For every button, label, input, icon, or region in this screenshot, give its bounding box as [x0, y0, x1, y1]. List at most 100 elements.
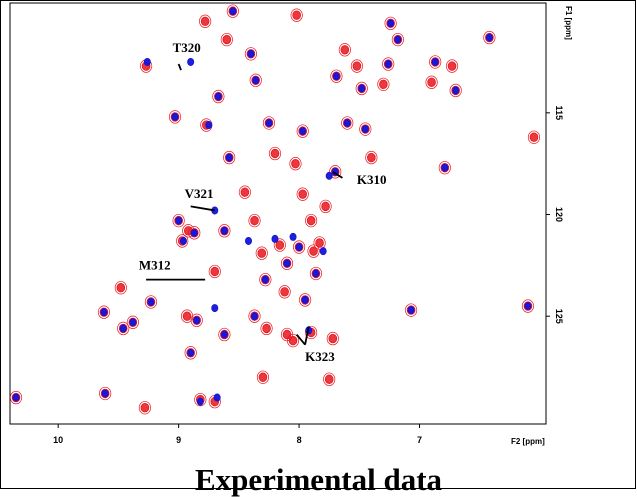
annotation-label: M312 — [139, 257, 171, 272]
red-peak — [138, 401, 151, 415]
blue-peak — [343, 118, 351, 127]
annotation-layer: T320 V321 K310 M312 K323 — [139, 40, 387, 364]
annotation-leader — [190, 205, 215, 212]
blue-peak — [119, 324, 127, 333]
y-tick-label: 120 — [554, 207, 564, 222]
blue-peak — [283, 259, 291, 268]
blue-peak — [229, 7, 237, 16]
blue-peak — [265, 118, 273, 127]
red-peak — [268, 146, 282, 161]
blue-peak — [261, 275, 269, 284]
blue-peak — [190, 228, 198, 237]
x-tick-label: 10 — [53, 435, 63, 445]
blue-peak — [299, 127, 307, 136]
annotation-label: K323 — [305, 349, 335, 364]
blue-peak — [101, 389, 109, 398]
blue-peak — [220, 330, 228, 339]
blue-peak — [143, 57, 151, 66]
red-peak — [290, 8, 303, 22]
x-tick-label: 8 — [297, 435, 302, 445]
blue-peak — [325, 171, 333, 180]
red-peak — [445, 59, 459, 73]
blue-peak — [175, 216, 183, 225]
blue-peak — [251, 312, 259, 321]
blue-peak — [205, 121, 213, 130]
blue-peak — [384, 60, 392, 69]
red-peak — [278, 285, 291, 299]
blue-peak — [187, 57, 195, 66]
blue-peak — [100, 308, 108, 317]
y-axis-label: F1 [ppm] — [564, 6, 573, 40]
blue-peak — [441, 163, 449, 172]
blue-peak — [225, 153, 233, 162]
red-peak — [377, 77, 390, 92]
red-peak — [338, 43, 351, 57]
blue-peak — [524, 302, 532, 311]
annotation-label: V321 — [185, 186, 214, 201]
peak-annotation-m312: M312 — [139, 257, 206, 281]
peak-annotation-t320: T320 — [173, 40, 201, 71]
y-axis: 115 120 125 — [546, 106, 564, 324]
x-axis: 10 9 8 7 — [53, 424, 422, 445]
red-peak — [527, 130, 541, 144]
blue-peak — [301, 295, 309, 304]
annotation-leader — [332, 171, 343, 179]
red-peak — [350, 59, 363, 73]
blue-peak — [214, 92, 222, 101]
peak-annotation-k323: K323 — [295, 326, 335, 364]
red-peak — [296, 187, 309, 201]
peak-annotation-k310: K310 — [332, 171, 387, 187]
red-peak — [220, 32, 233, 47]
blue-peak — [247, 49, 255, 58]
annotation-leader — [177, 63, 182, 71]
blue-peak — [129, 318, 137, 327]
annotation-leader — [295, 333, 306, 346]
y-tick-label: 125 — [554, 309, 564, 324]
red-peak — [208, 264, 221, 279]
figure-caption: Experimental data — [194, 462, 443, 497]
red-peak — [305, 213, 318, 228]
red-peak — [425, 75, 438, 89]
red-peak — [287, 333, 300, 348]
blue-peak — [12, 393, 20, 402]
red-peak — [255, 246, 268, 260]
peak-layer — [9, 4, 541, 415]
red-peak — [307, 244, 320, 258]
annotation-leader — [304, 326, 310, 345]
red-peak — [256, 370, 269, 384]
blue-peak — [271, 234, 279, 243]
blue-peak — [252, 76, 260, 85]
blue-peak — [358, 84, 366, 93]
blue-peak — [452, 86, 460, 95]
y-tick-label: 115 — [554, 106, 564, 121]
blue-peak — [394, 35, 402, 44]
x-tick-label: 7 — [417, 435, 422, 445]
plot-area — [9, 2, 547, 425]
x-axis-label: F2 [ppm] — [511, 437, 545, 446]
red-peak — [260, 321, 273, 336]
red-peak — [238, 185, 251, 199]
blue-peak — [220, 226, 228, 235]
blue-peak — [211, 304, 219, 313]
annotation-label: K310 — [357, 172, 387, 187]
blue-peak — [289, 232, 297, 241]
red-peak — [313, 236, 326, 250]
blue-peak — [407, 306, 415, 315]
red-peak — [199, 14, 212, 28]
blue-peak — [193, 316, 201, 325]
red-peak — [323, 372, 336, 386]
blue-peak — [431, 57, 439, 66]
blue-peak — [213, 393, 221, 402]
blue-peak — [187, 348, 195, 357]
blue-peak — [485, 33, 493, 42]
blue-peak — [319, 247, 327, 256]
blue-peak — [361, 125, 369, 134]
red-peak — [326, 331, 339, 346]
peak-annotation-v321: V321 — [185, 186, 215, 212]
blue-peak — [312, 269, 320, 278]
red-peak — [248, 213, 261, 228]
blue-peak — [244, 236, 252, 245]
blue-peak — [196, 397, 204, 406]
